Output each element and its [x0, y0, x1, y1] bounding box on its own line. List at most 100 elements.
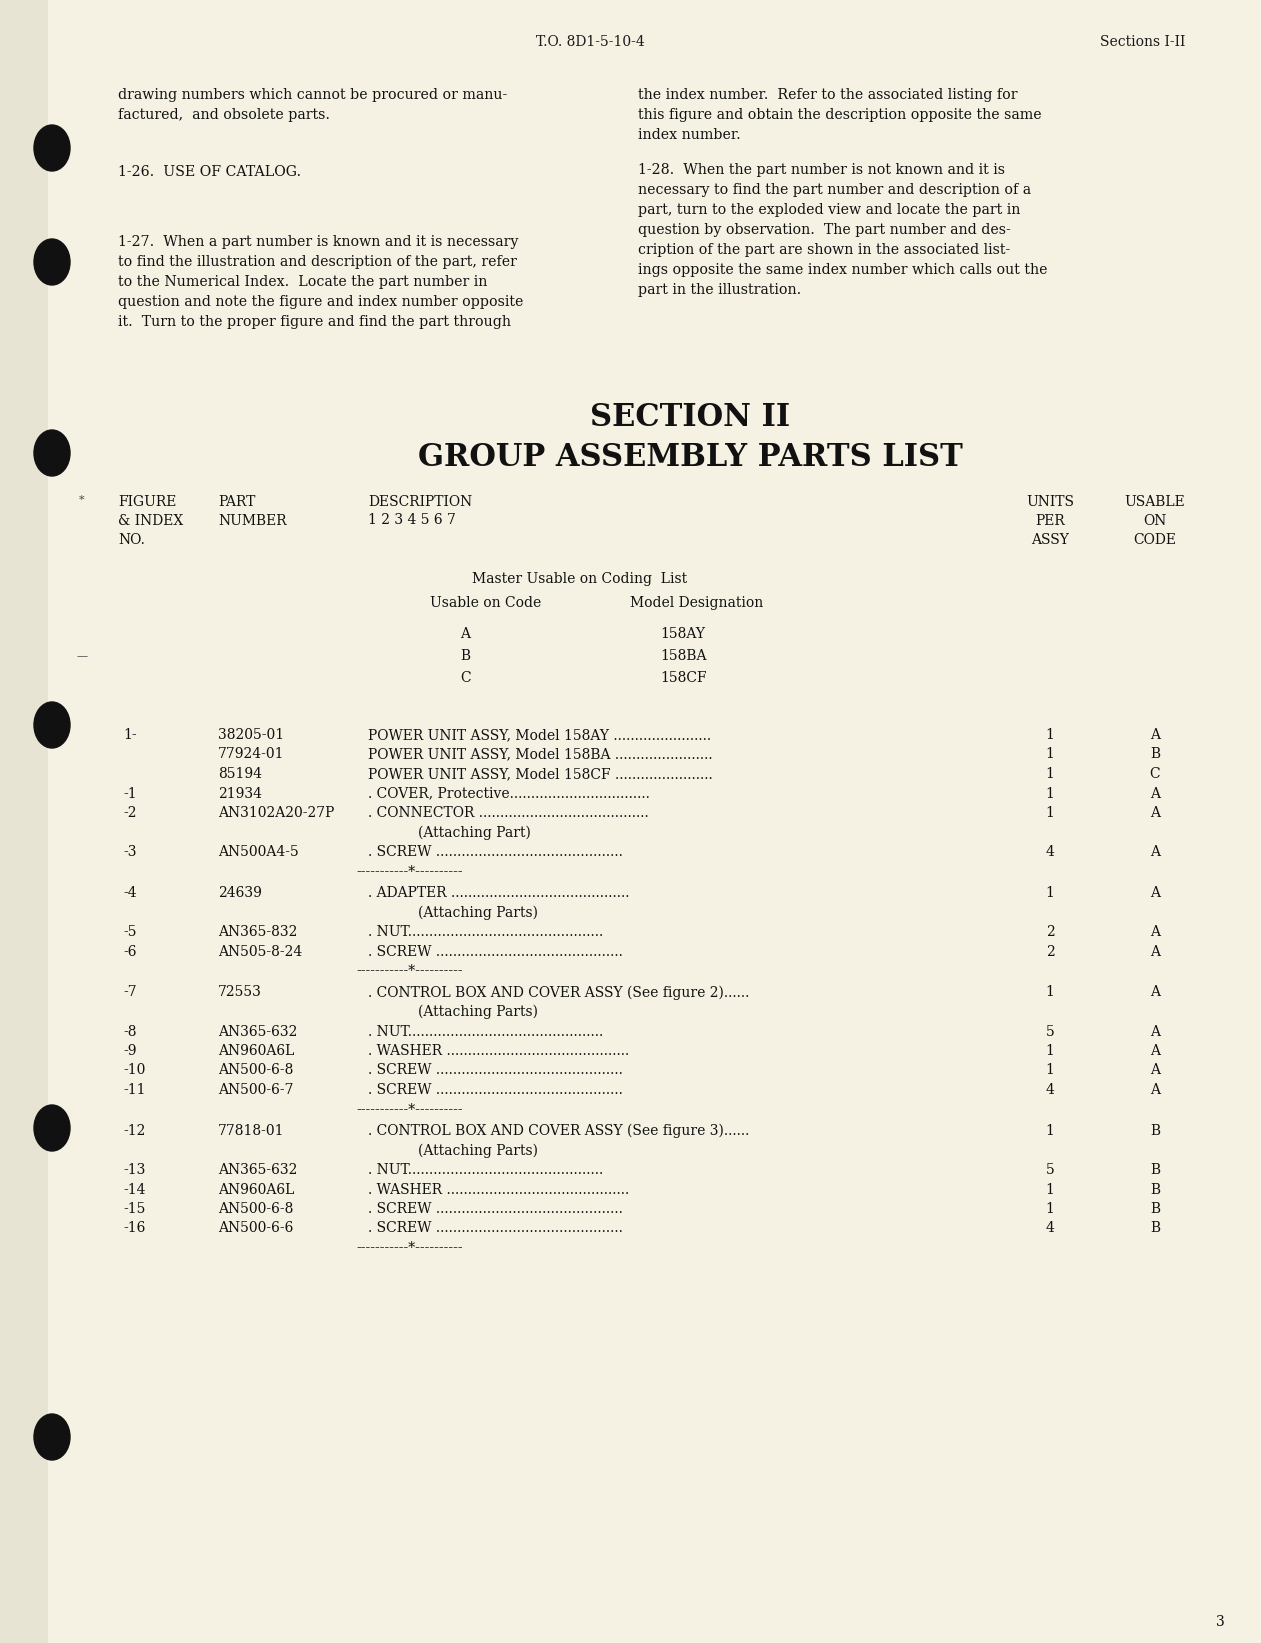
Text: A: A	[1150, 925, 1160, 940]
Ellipse shape	[34, 702, 71, 748]
Text: -----------*----------: -----------*----------	[356, 864, 463, 879]
Text: . SCREW ............................................: . SCREW ................................…	[368, 945, 623, 958]
Text: . ADAPTER ..........................................: . ADAPTER ..............................…	[368, 886, 629, 900]
Text: A: A	[1150, 728, 1160, 743]
Text: (Attaching Parts): (Attaching Parts)	[417, 905, 538, 920]
Text: AN960A6L: AN960A6L	[218, 1043, 294, 1058]
Text: Master Usable on Coding  List: Master Usable on Coding List	[473, 572, 687, 587]
Text: AN500-6-8: AN500-6-8	[218, 1063, 294, 1078]
Text: 1: 1	[1045, 767, 1054, 780]
Text: FIGURE
& INDEX
NO.: FIGURE & INDEX NO.	[119, 495, 183, 547]
Text: Model Designation: Model Designation	[630, 596, 763, 610]
Text: -----------*----------: -----------*----------	[356, 1240, 463, 1255]
Text: A: A	[1150, 1043, 1160, 1058]
Text: A: A	[1150, 886, 1160, 900]
Text: -15: -15	[124, 1203, 145, 1216]
Text: 1: 1	[1045, 1063, 1054, 1078]
Text: 1: 1	[1045, 787, 1054, 800]
Text: -9: -9	[124, 1043, 136, 1058]
Text: A: A	[1150, 787, 1160, 800]
Text: Sections I-II: Sections I-II	[1100, 35, 1185, 49]
Text: -6: -6	[124, 945, 136, 958]
Text: 1: 1	[1045, 1124, 1054, 1139]
Text: T.O. 8D1-5-10-4: T.O. 8D1-5-10-4	[536, 35, 644, 49]
Text: B: B	[1150, 1183, 1160, 1196]
Text: 5: 5	[1045, 1025, 1054, 1038]
Text: A: A	[1150, 845, 1160, 859]
Text: -5: -5	[124, 925, 136, 940]
Text: . CONTROL BOX AND COVER ASSY (See figure 2)......: . CONTROL BOX AND COVER ASSY (See figure…	[368, 986, 749, 1001]
Text: -16: -16	[124, 1221, 145, 1236]
Text: USABLE
ON
CODE: USABLE ON CODE	[1125, 495, 1185, 547]
Text: A: A	[1150, 945, 1160, 958]
Text: 38205-01: 38205-01	[218, 728, 284, 743]
Text: 77924-01: 77924-01	[218, 748, 285, 761]
Text: A: A	[460, 628, 470, 641]
Text: -10: -10	[124, 1063, 145, 1078]
Text: GROUP ASSEMBLY PARTS LIST: GROUP ASSEMBLY PARTS LIST	[417, 442, 962, 473]
Text: 85194: 85194	[218, 767, 262, 780]
Text: -2: -2	[124, 807, 136, 820]
Text: 72553: 72553	[218, 986, 262, 999]
Text: 1: 1	[1045, 1043, 1054, 1058]
Text: B: B	[1150, 1221, 1160, 1236]
Text: 77818-01: 77818-01	[218, 1124, 285, 1139]
Text: 1: 1	[1045, 807, 1054, 820]
Text: -4: -4	[124, 886, 136, 900]
Text: 24639: 24639	[218, 886, 262, 900]
Text: . NUT..............................................: . NUT...................................…	[368, 1163, 603, 1176]
Text: POWER UNIT ASSY, Model 158BA .......................: POWER UNIT ASSY, Model 158BA ...........…	[368, 748, 712, 761]
Text: 2: 2	[1045, 945, 1054, 958]
Text: 1: 1	[1045, 728, 1054, 743]
Ellipse shape	[34, 125, 71, 171]
Text: UNITS
PER
ASSY: UNITS PER ASSY	[1026, 495, 1074, 547]
Text: POWER UNIT ASSY, Model 158AY .......................: POWER UNIT ASSY, Model 158AY ...........…	[368, 728, 711, 743]
Text: . COVER, Protective.................................: . COVER, Protective.....................…	[368, 787, 649, 800]
Text: B: B	[1150, 748, 1160, 761]
Text: -7: -7	[124, 986, 136, 999]
Text: POWER UNIT ASSY, Model 158CF .......................: POWER UNIT ASSY, Model 158CF ...........…	[368, 767, 712, 780]
Text: . SCREW ............................................: . SCREW ................................…	[368, 1203, 623, 1216]
Text: C: C	[460, 670, 470, 685]
Text: B: B	[1150, 1124, 1160, 1139]
Text: -----------*----------: -----------*----------	[356, 964, 463, 978]
Text: Usable on Code: Usable on Code	[430, 596, 541, 610]
Text: 1: 1	[1045, 986, 1054, 999]
Text: 4: 4	[1045, 845, 1054, 859]
Ellipse shape	[34, 1415, 71, 1461]
Text: 158BA: 158BA	[660, 649, 706, 664]
Ellipse shape	[34, 1106, 71, 1152]
Text: . CONTROL BOX AND COVER ASSY (See figure 3)......: . CONTROL BOX AND COVER ASSY (See figure…	[368, 1124, 749, 1139]
Text: -12: -12	[124, 1124, 145, 1139]
Text: 1: 1	[1045, 1183, 1054, 1196]
Text: . CONNECTOR ........................................: . CONNECTOR ............................…	[368, 807, 648, 820]
Text: AN505-8-24: AN505-8-24	[218, 945, 303, 958]
Text: 1: 1	[1045, 1203, 1054, 1216]
Text: AN500A4-5: AN500A4-5	[218, 845, 299, 859]
Text: . SCREW ............................................: . SCREW ................................…	[368, 1083, 623, 1098]
Text: . SCREW ............................................: . SCREW ................................…	[368, 845, 623, 859]
Text: 1-26.  USE OF CATALOG.: 1-26. USE OF CATALOG.	[119, 164, 301, 179]
Text: 1: 1	[1045, 886, 1054, 900]
Text: *: *	[79, 495, 84, 504]
Text: 1-: 1-	[124, 728, 136, 743]
Text: —: —	[77, 651, 87, 660]
Text: B: B	[1150, 1163, 1160, 1176]
Text: . NUT..............................................: . NUT...................................…	[368, 1025, 603, 1038]
Text: B: B	[1150, 1203, 1160, 1216]
Text: 4: 4	[1045, 1083, 1054, 1098]
Text: C: C	[1150, 767, 1160, 780]
Text: AN365-632: AN365-632	[218, 1025, 298, 1038]
Text: AN500-6-7: AN500-6-7	[218, 1083, 294, 1098]
Text: AN365-832: AN365-832	[218, 925, 298, 940]
Text: PART
NUMBER: PART NUMBER	[218, 495, 286, 527]
Text: . NUT..............................................: . NUT...................................…	[368, 925, 603, 940]
Text: 1: 1	[1045, 748, 1054, 761]
Text: DESCRIPTION: DESCRIPTION	[368, 495, 473, 509]
Ellipse shape	[34, 238, 71, 284]
Text: AN3102A20-27P: AN3102A20-27P	[218, 807, 334, 820]
Text: drawing numbers which cannot be procured or manu-
factured,  and obsolete parts.: drawing numbers which cannot be procured…	[119, 89, 507, 122]
Text: A: A	[1150, 1083, 1160, 1098]
Text: 3: 3	[1216, 1615, 1224, 1628]
Bar	[0, 0, 48, 1643]
